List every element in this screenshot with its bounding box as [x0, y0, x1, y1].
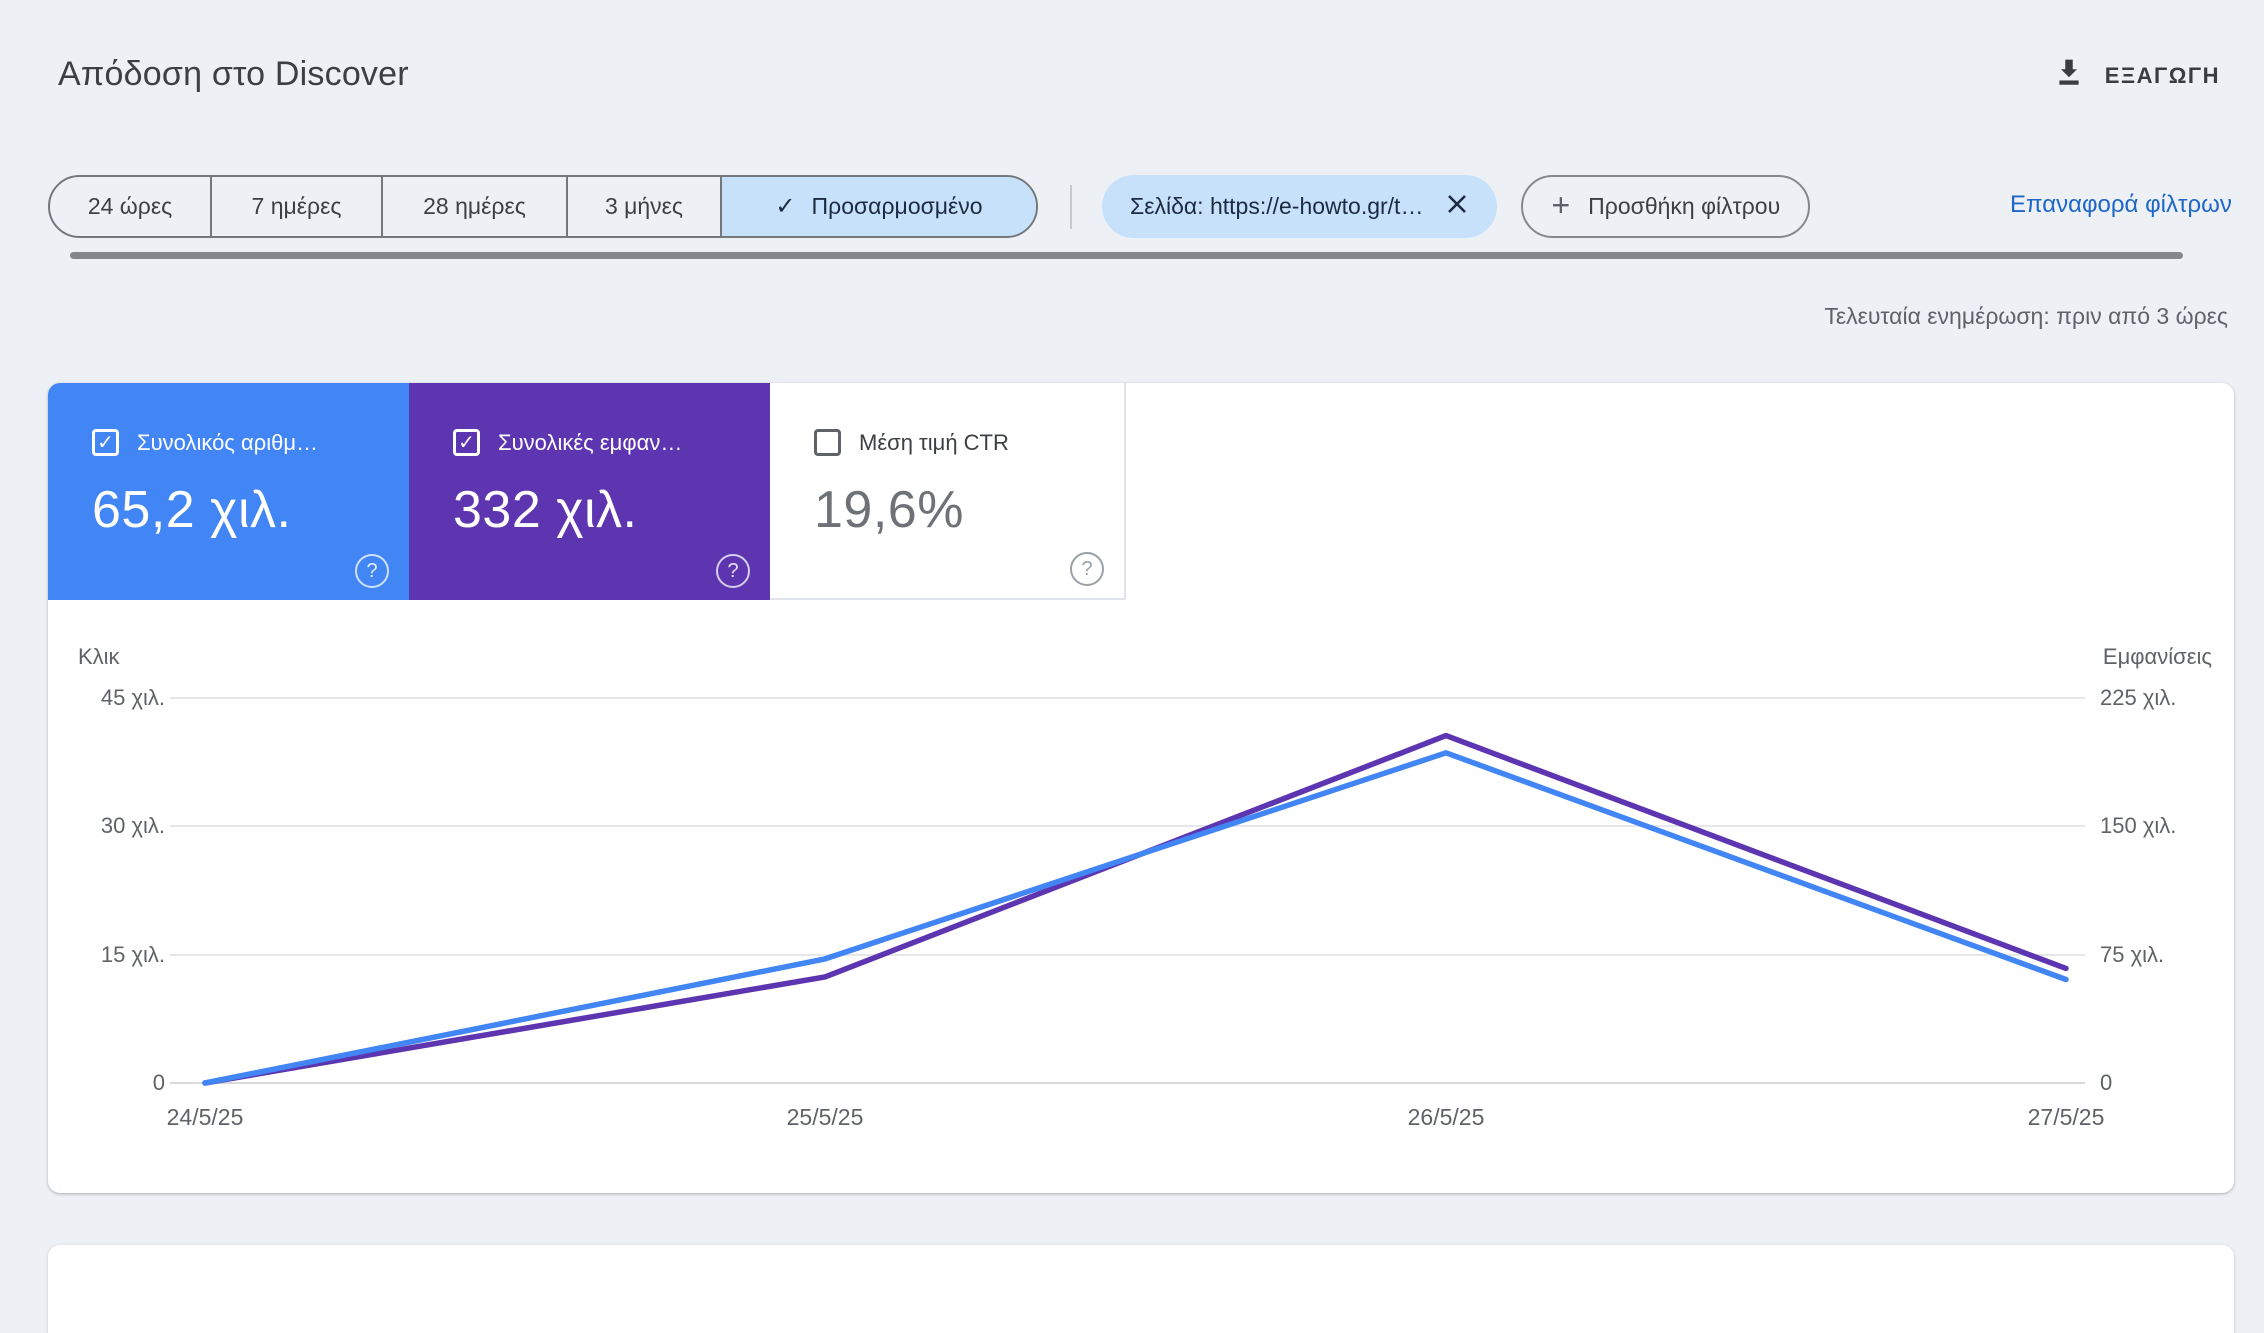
range-24h-button[interactable]: 24 ώρες: [50, 177, 210, 236]
x-axis-label: 24/5/25: [115, 1104, 295, 1131]
checkmark-icon: ✓: [775, 192, 795, 221]
filter-divider: [1070, 185, 1072, 229]
range-custom-button[interactable]: ✓ Προσαρμοσμένο: [720, 177, 1036, 236]
checkbox-checked-icon[interactable]: ✓: [92, 429, 119, 456]
checkbox-unchecked-icon[interactable]: [814, 429, 841, 456]
next-section-card: [48, 1245, 2234, 1333]
metric-label: Συνολικές εμφαν…: [498, 430, 682, 456]
line-chart: Κλικ Εμφανίσεις 45 χιλ. 30 χιλ. 15 χιλ. …: [48, 648, 2234, 1168]
x-axis-label: 25/5/25: [735, 1104, 915, 1131]
range-28d-button[interactable]: 28 ημέρες: [381, 177, 566, 236]
metric-label: Συνολικός αριθμ…: [137, 430, 318, 456]
metric-value: 65,2 χιλ.: [92, 480, 409, 540]
range-7d-button[interactable]: 7 ημέρες: [210, 177, 381, 236]
metric-tiles: ✓ Συνολικός αριθμ… 65,2 χιλ. ? ✓ Συνολικ…: [48, 383, 1126, 600]
performance-chart-card: ✓ Συνολικός αριθμ… 65,2 χιλ. ? ✓ Συνολικ…: [48, 383, 2234, 1193]
metric-value: 332 χιλ.: [453, 480, 770, 540]
help-icon[interactable]: ?: [1070, 552, 1104, 586]
x-axis-label: 27/5/25: [1976, 1104, 2156, 1131]
last-update-text: Τελευταία ενημέρωση: πριν από 3 ώρες: [1824, 303, 2228, 330]
range-custom-label: Προσαρμοσμένο: [812, 193, 983, 220]
x-axis-label: 26/5/25: [1356, 1104, 1536, 1131]
chart-plot-area: [48, 648, 2234, 1168]
horizontal-scrollbar-thumb[interactable]: [70, 252, 2183, 259]
metric-tile-total-clicks[interactable]: ✓ Συνολικός αριθμ… 65,2 χιλ. ?: [48, 383, 409, 600]
page-filter-chip[interactable]: Σελίδα: https://e-howto.gr/t…: [1102, 175, 1497, 238]
metric-label: Μέση τιμή CTR: [859, 430, 1009, 456]
export-button[interactable]: ΕΞΑΓΩΓΗ: [2053, 58, 2220, 93]
help-icon[interactable]: ?: [716, 554, 750, 588]
page-filter-label: Σελίδα: https://e-howto.gr/t…: [1130, 193, 1423, 220]
checkbox-checked-icon[interactable]: ✓: [453, 429, 480, 456]
filter-bar: 24 ώρες 7 ημέρες 28 ημέρες 3 μήνες ✓ Προ…: [48, 175, 1810, 238]
metric-tile-total-impressions[interactable]: ✓ Συνολικές εμφαν… 332 χιλ. ?: [409, 383, 770, 600]
close-icon[interactable]: [1445, 192, 1469, 221]
metric-tile-average-ctr[interactable]: Μέση τιμή CTR 19,6% ?: [770, 383, 1126, 600]
download-icon: [2053, 58, 2085, 93]
page-title: Απόδοση στο Discover: [58, 55, 409, 94]
metric-value: 19,6%: [814, 480, 1124, 540]
help-icon[interactable]: ?: [355, 554, 389, 588]
impressions-line[interactable]: [205, 736, 2066, 1083]
range-3m-button[interactable]: 3 μήνες: [566, 177, 720, 236]
reset-filters-link[interactable]: Επαναφορά φίλτρων: [2010, 191, 2264, 219]
export-label: ΕΞΑΓΩΓΗ: [2105, 63, 2220, 89]
plus-icon: +: [1551, 189, 1570, 221]
date-range-segmented-control: 24 ώρες 7 ημέρες 28 ημέρες 3 μήνες ✓ Προ…: [48, 175, 1038, 238]
add-filter-button[interactable]: + Προσθήκη φίλτρου: [1521, 175, 1810, 238]
add-filter-label: Προσθήκη φίλτρου: [1588, 193, 1780, 220]
